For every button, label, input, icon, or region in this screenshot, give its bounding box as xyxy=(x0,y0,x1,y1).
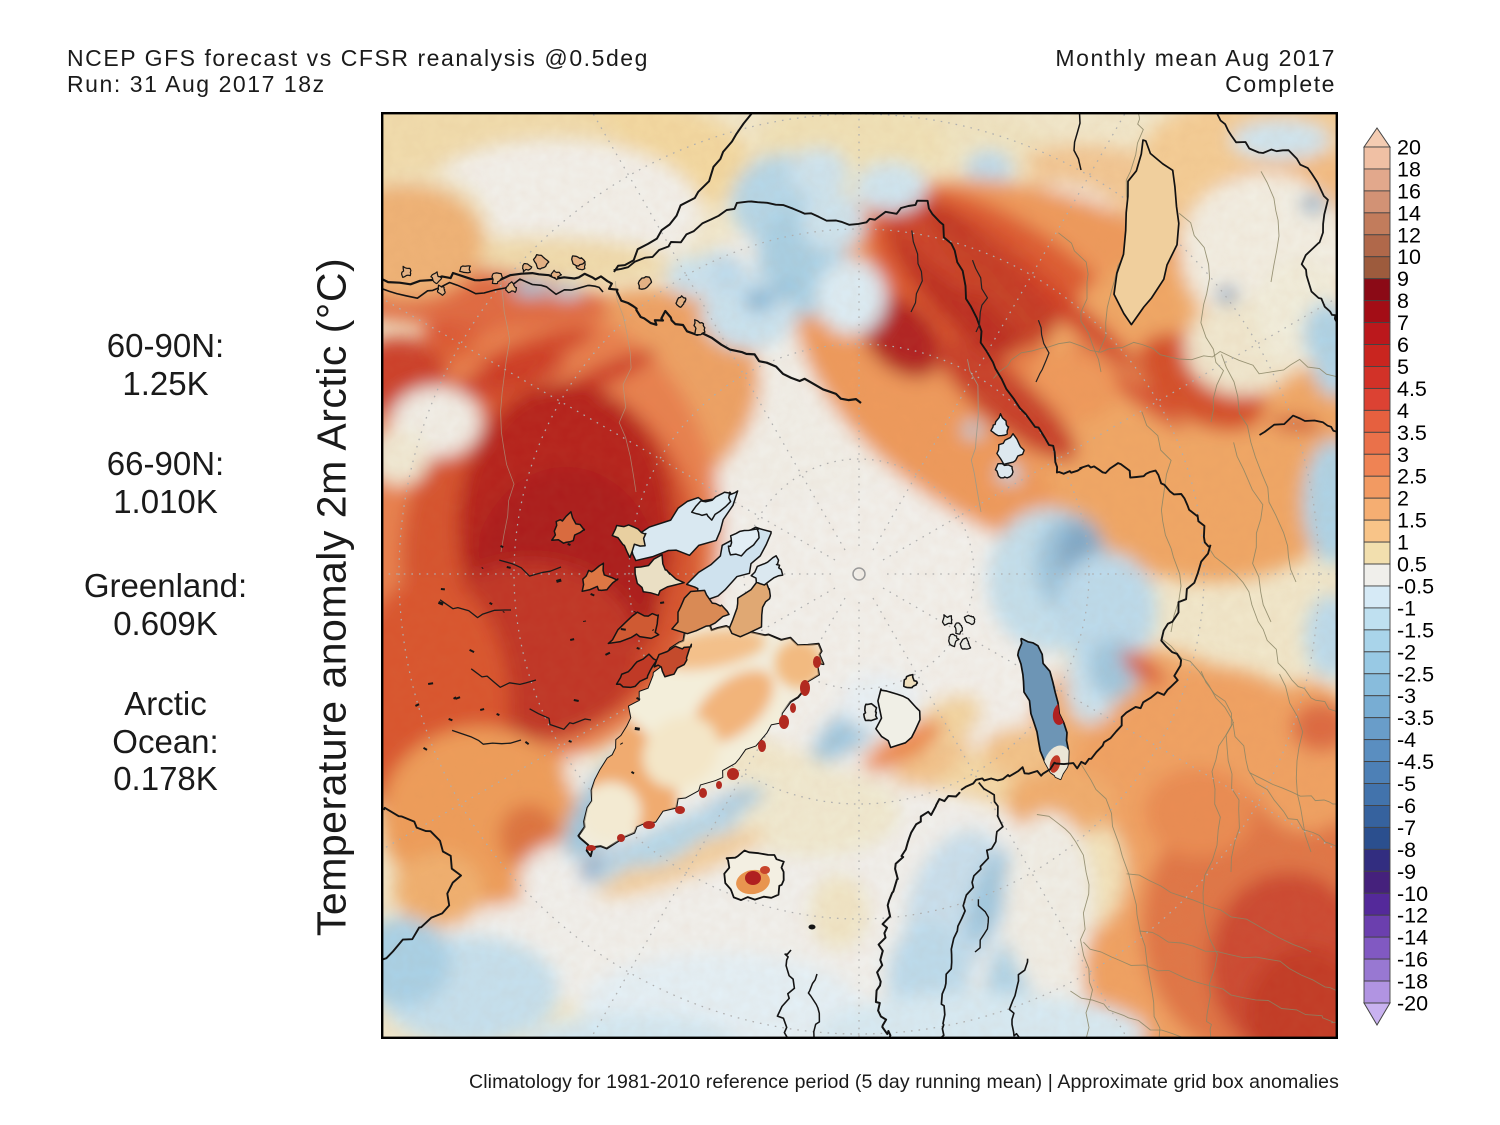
svg-text:1: 1 xyxy=(1397,531,1409,555)
svg-text:-16: -16 xyxy=(1397,948,1428,972)
svg-text:-4.5: -4.5 xyxy=(1397,750,1434,774)
svg-text:-5: -5 xyxy=(1397,772,1416,796)
svg-text:-8: -8 xyxy=(1397,838,1416,862)
svg-text:14: 14 xyxy=(1397,201,1421,225)
svg-text:-9: -9 xyxy=(1397,860,1416,884)
svg-text:-7: -7 xyxy=(1397,816,1416,840)
svg-text:-18: -18 xyxy=(1397,970,1428,994)
svg-text:-3: -3 xyxy=(1397,684,1416,708)
svg-text:18: 18 xyxy=(1397,157,1421,181)
svg-text:8: 8 xyxy=(1397,289,1409,313)
svg-text:-6: -6 xyxy=(1397,794,1416,818)
svg-text:-1: -1 xyxy=(1397,596,1416,620)
svg-text:10: 10 xyxy=(1397,245,1421,269)
svg-text:-12: -12 xyxy=(1397,904,1428,928)
svg-text:9: 9 xyxy=(1397,267,1409,291)
svg-text:0.5: 0.5 xyxy=(1397,553,1427,577)
svg-text:-2: -2 xyxy=(1397,640,1416,664)
svg-text:3: 3 xyxy=(1397,443,1409,467)
svg-text:20: 20 xyxy=(1397,136,1421,160)
svg-text:1.5: 1.5 xyxy=(1397,509,1427,533)
svg-text:2.5: 2.5 xyxy=(1397,465,1427,489)
svg-text:5: 5 xyxy=(1397,355,1409,379)
svg-text:7: 7 xyxy=(1397,311,1409,335)
svg-text:-10: -10 xyxy=(1397,882,1428,906)
svg-text:4.5: 4.5 xyxy=(1397,377,1427,401)
svg-text:2: 2 xyxy=(1397,487,1409,511)
svg-text:-0.5: -0.5 xyxy=(1397,575,1434,599)
svg-text:16: 16 xyxy=(1397,179,1421,203)
svg-text:4: 4 xyxy=(1397,399,1409,423)
svg-text:-2.5: -2.5 xyxy=(1397,662,1434,686)
svg-text:3.5: 3.5 xyxy=(1397,421,1427,445)
svg-text:-20: -20 xyxy=(1397,992,1428,1016)
svg-text:-1.5: -1.5 xyxy=(1397,618,1434,642)
svg-text:-4: -4 xyxy=(1397,728,1416,752)
svg-text:-3.5: -3.5 xyxy=(1397,706,1434,730)
svg-text:6: 6 xyxy=(1397,333,1409,357)
svg-text:12: 12 xyxy=(1397,223,1421,247)
svg-text:-14: -14 xyxy=(1397,926,1428,950)
